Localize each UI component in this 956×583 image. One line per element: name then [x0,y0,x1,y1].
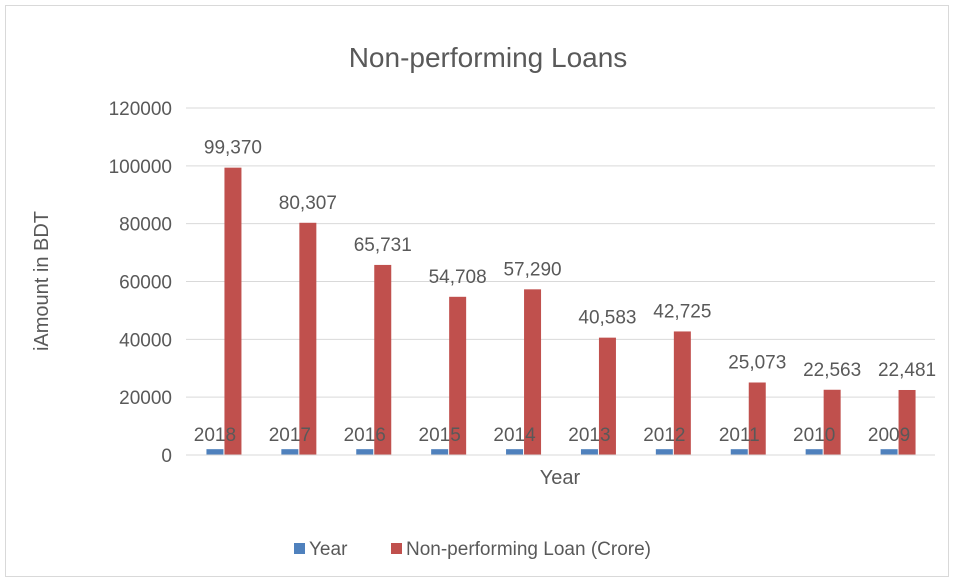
bar-year [356,449,374,455]
bar-year [730,449,748,455]
data-label-year: 2014 [493,425,536,446]
bars [206,167,916,455]
bar-year [431,449,449,455]
data-label-year: 2009 [868,425,910,446]
bar-chart: Non-performing Loans 0 20000 40000 60000 800… [31,42,936,560]
y-tick-label: 120000 [109,99,172,120]
data-label-npl: 22,481 [878,360,936,381]
y-axis-ticks: 0 20000 40000 60000 80000 100000 120000 [109,99,172,467]
bar-npl [524,289,542,455]
data-label-year: 2018 [194,425,236,446]
bar-npl [598,337,616,455]
legend-swatch-npl [391,543,402,554]
y-tick-label: 20000 [119,388,172,409]
y-axis-label: iAmount in BDT [31,211,53,351]
y-tick-label: 40000 [119,330,172,351]
data-label-year: 2012 [643,425,685,446]
legend-label-year: Year [309,539,348,560]
bar-year [281,449,299,455]
x-axis-label: Year [540,467,581,489]
data-label-year: 2017 [269,425,311,446]
legend-swatch-year [294,543,305,554]
data-label-year: 2013 [568,425,610,446]
gridlines [186,107,935,398]
data-label-npl: 99,370 [204,138,262,159]
data-label-npl: 25,073 [728,352,786,373]
y-tick-label: 80000 [119,215,172,236]
bar-npl [374,264,392,455]
bar-year [655,449,673,455]
data-label-npl: 22,563 [803,360,861,381]
bar-npl [449,296,467,455]
data-label-year: 2015 [419,425,461,446]
bar-npl [823,389,841,455]
chart-title: Non-performing Loans [349,42,628,73]
data-label-year: 2016 [344,425,386,446]
bar-npl [673,331,691,455]
bar-npl [299,222,317,455]
data-label-npl: 40,583 [578,308,636,329]
y-tick-label: 60000 [119,273,172,294]
data-label-npl: 65,731 [354,235,412,256]
bar-year [805,449,823,455]
legend-label-npl: Non-performing Loan (Crore) [406,539,651,560]
data-label-year: 2011 [719,425,760,446]
bar-year [580,449,598,455]
data-label-npl: 54,708 [429,267,487,288]
bar-year [206,449,224,455]
bar-year [506,449,524,455]
bar-year [880,449,898,455]
chart-frame: Non-performing Loans 0 20000 40000 60000 800… [5,5,949,577]
data-label-year: 2010 [793,425,835,446]
data-label-npl: 57,290 [503,259,561,280]
legend: Year Non-performing Loan (Crore) [294,539,651,560]
data-label-npl: 42,725 [653,301,711,322]
data-labels: 2018 99,370 2017 80,307 2016 65,731 2015 54,708… [194,138,936,447]
bar-npl [898,389,916,455]
data-label-npl: 80,307 [279,193,337,214]
bar-npl [224,167,242,455]
y-tick-label: 100000 [109,157,172,178]
bar-npl [748,382,766,455]
y-tick-label: 0 [161,446,172,467]
